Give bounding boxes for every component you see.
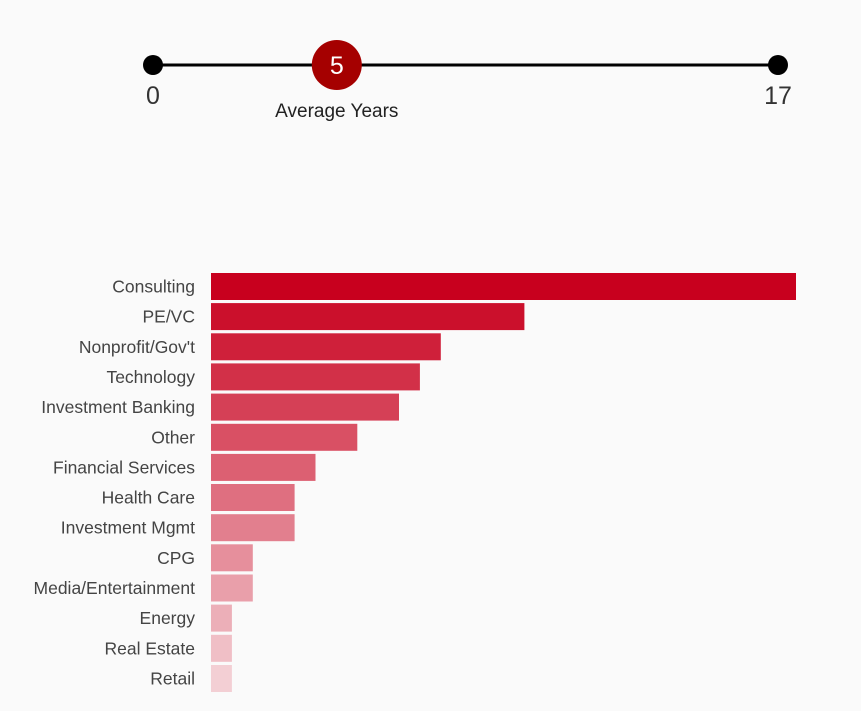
range-caption: Average Years	[275, 101, 398, 122]
category-label-group: Consulting PE/VC Nonprofit/Gov't Technology…	[34, 277, 196, 689]
category-label: Financial Services	[53, 457, 195, 477]
bar-technology	[211, 363, 420, 391]
range-min-dot	[143, 55, 163, 75]
range-max-dot	[768, 55, 788, 75]
range-value-marker	[311, 40, 362, 90]
category-label: Investment Mgmt	[61, 518, 195, 538]
bar-nonprofit-gov-t	[211, 333, 441, 361]
category-label: Media/Entertainment	[34, 578, 196, 598]
bar-group	[211, 273, 796, 692]
range-indicator: 5 0 17 Average Years	[143, 40, 792, 122]
category-label: Other	[151, 427, 195, 447]
bar-health-care	[211, 484, 295, 511]
range-max-label: 17	[764, 82, 792, 110]
category-label: Nonprofit/Gov't	[79, 337, 195, 357]
bar-real-estate	[211, 634, 232, 662]
bar-other	[211, 423, 358, 451]
category-label: Technology	[106, 367, 195, 387]
bar-cpg	[211, 544, 253, 572]
bar-investment-mgmt	[211, 514, 295, 542]
category-label: CPG	[157, 548, 195, 568]
bar-media-entertainment	[211, 574, 253, 602]
bar-pe-vc	[211, 303, 525, 331]
bar-financial-services	[211, 453, 316, 481]
category-label: Energy	[140, 608, 196, 628]
bar-consulting	[211, 273, 796, 300]
category-label: Retail	[150, 669, 195, 689]
category-label: Consulting	[112, 277, 195, 297]
bar-retail	[211, 665, 232, 692]
category-label: Real Estate	[105, 638, 195, 658]
bar-energy	[211, 604, 232, 632]
category-label: Investment Banking	[41, 397, 195, 417]
category-label: Health Care	[102, 488, 195, 508]
bar-investment-banking	[211, 393, 399, 421]
range-min-label: 0	[146, 82, 160, 110]
range-value-label: 5	[330, 52, 344, 80]
category-label: PE/VC	[142, 307, 195, 327]
